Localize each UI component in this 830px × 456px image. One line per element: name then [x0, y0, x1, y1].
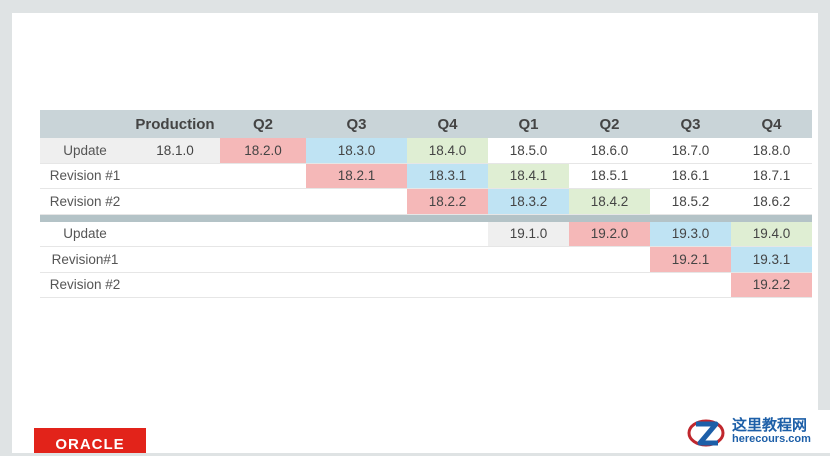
version-cell: 18.8.0 [731, 138, 812, 164]
table-row: Update 18.1.0 18.2.0 18.3.0 18.4.0 18.5.… [40, 138, 812, 164]
row-label: Revision #2 [40, 272, 130, 298]
version-cell [306, 188, 407, 215]
version-cell: 18.2.2 [407, 188, 488, 215]
row-label: Revision#1 [40, 246, 130, 273]
table-row: Revision #1 18.2.1 18.3.1 18.4.1 18.5.1 … [40, 163, 812, 189]
version-cell [220, 221, 306, 247]
version-cell [220, 272, 306, 298]
version-cell: 18.5.1 [569, 163, 650, 189]
header-cell: Q2 [220, 110, 306, 138]
version-cell: 18.3.2 [488, 188, 569, 215]
version-cell [306, 221, 407, 247]
version-cell [130, 221, 220, 247]
version-cell: 19.4.0 [731, 221, 812, 247]
version-cell [220, 246, 306, 273]
version-cell [407, 272, 488, 298]
release-schedule-table: Production Q2 Q3 Q4 Q1 Q2 Q3 Q4 Update 1… [40, 110, 812, 298]
version-cell: 19.3.0 [650, 221, 731, 247]
version-cell: 18.7.0 [650, 138, 731, 164]
header-cell: Production [130, 110, 220, 138]
row-label: Revision #1 [40, 163, 130, 189]
header-cell: Q3 [306, 110, 407, 138]
version-cell [650, 272, 731, 298]
header-cell: Q4 [731, 110, 812, 138]
header-cell: Q2 [569, 110, 650, 138]
row-label: Update [40, 221, 130, 247]
version-cell [130, 272, 220, 298]
version-cell [306, 246, 407, 273]
version-cell: 19.3.1 [731, 246, 812, 273]
table-row: Update 19.1.0 19.2.0 19.3.0 19.4.0 [40, 221, 812, 247]
watermark-url-text: herecours.com [732, 432, 811, 445]
version-cell [569, 246, 650, 273]
version-cell: 18.6.2 [731, 188, 812, 215]
version-cell: 19.1.0 [488, 221, 569, 247]
version-cell: 18.6.0 [569, 138, 650, 164]
oracle-logo: ORACLE [34, 428, 146, 453]
header-cell [40, 110, 130, 138]
version-cell [220, 163, 306, 189]
version-cell: 18.1.0 [130, 138, 220, 164]
version-cell: 18.7.1 [731, 163, 812, 189]
version-cell [407, 221, 488, 247]
version-cell: 18.4.0 [407, 138, 488, 164]
row-label: Revision #2 [40, 188, 130, 215]
version-cell [306, 272, 407, 298]
row-label: Update [40, 138, 130, 164]
watermark-cn-text: 这里教程网 [732, 415, 808, 434]
version-cell: 19.2.0 [569, 221, 650, 247]
table-row: Revision #2 18.2.2 18.3.2 18.4.2 18.5.2 … [40, 188, 812, 215]
version-cell: 18.6.1 [650, 163, 731, 189]
version-cell [130, 246, 220, 273]
table-row: Revision#1 19.2.1 19.3.1 [40, 246, 812, 273]
version-cell: 18.5.0 [488, 138, 569, 164]
version-cell: 18.5.2 [650, 188, 731, 215]
version-cell: 18.4.2 [569, 188, 650, 215]
version-cell: 18.3.1 [407, 163, 488, 189]
version-cell: 18.4.1 [488, 163, 569, 189]
version-cell: 19.2.2 [731, 272, 812, 298]
header-cell: Q4 [407, 110, 488, 138]
watermark: 这里教程网 herecours.com [684, 410, 830, 453]
version-cell [569, 272, 650, 298]
header-cell: Q3 [650, 110, 731, 138]
version-cell: 18.3.0 [306, 138, 407, 164]
block-separator [40, 214, 812, 222]
table-row: Revision #2 19.2.2 [40, 272, 812, 298]
slide: Production Q2 Q3 Q4 Q1 Q2 Q3 Q4 Update 1… [12, 13, 818, 453]
header-cell: Q1 [488, 110, 569, 138]
version-cell [130, 188, 220, 215]
table-header-row: Production Q2 Q3 Q4 Q1 Q2 Q3 Q4 [40, 110, 812, 138]
watermark-logo-icon [686, 413, 726, 451]
version-cell: 18.2.0 [220, 138, 306, 164]
version-cell [488, 272, 569, 298]
version-cell: 18.2.1 [306, 163, 407, 189]
version-cell [220, 188, 306, 215]
version-cell [488, 246, 569, 273]
version-cell: 19.2.1 [650, 246, 731, 273]
version-cell [130, 163, 220, 189]
version-cell [407, 246, 488, 273]
